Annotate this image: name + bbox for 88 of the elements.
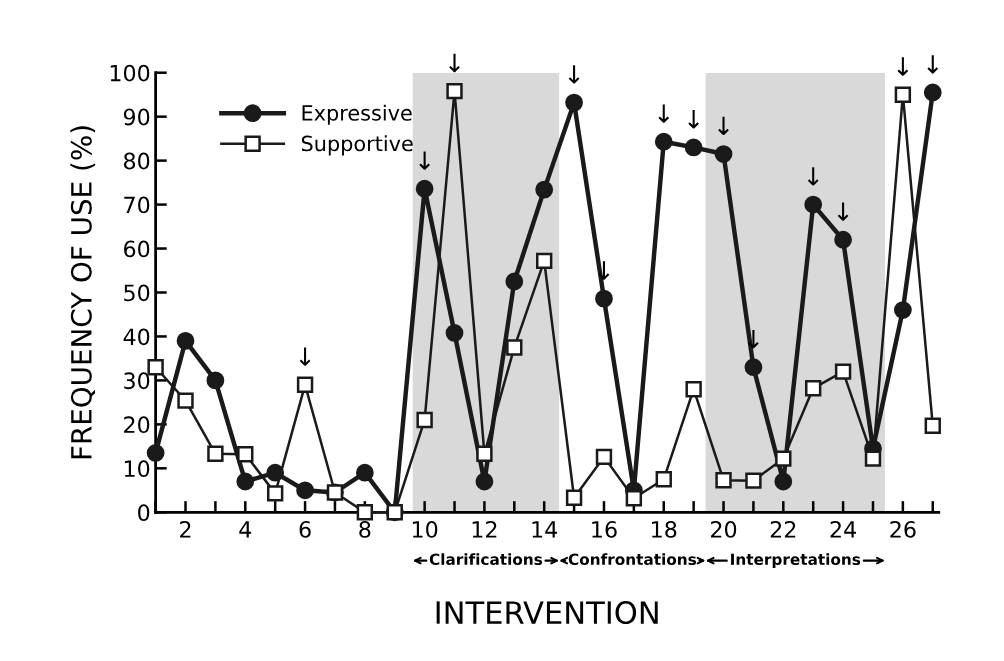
band-label: Clarifications: [429, 553, 543, 566]
point: [266, 485, 284, 502]
point: [804, 195, 823, 214]
point: [445, 324, 464, 342]
point: [744, 358, 763, 377]
x-tick-label: 22: [770, 521, 796, 538]
point: [476, 445, 493, 463]
point: [446, 82, 463, 100]
point: [834, 363, 852, 380]
x-tick-label: 26: [890, 521, 916, 538]
point: [654, 132, 673, 151]
x-tick-label: 2: [180, 521, 191, 538]
point: [506, 339, 523, 356]
annotation: ↓: [718, 116, 729, 136]
point: [864, 450, 882, 467]
x-tick-label: 10: [412, 521, 438, 538]
point: [595, 448, 613, 466]
x-tick-label: 6: [299, 521, 311, 538]
point: [207, 445, 224, 463]
annotation: ↓: [688, 110, 699, 129]
y-tick-label: 80: [123, 152, 150, 170]
point: [356, 504, 374, 521]
point: [774, 472, 793, 491]
point: [655, 471, 672, 488]
y-tick-label: 90: [123, 108, 150, 126]
point: [355, 463, 374, 482]
point: [415, 179, 434, 198]
x-tick-label: 20: [711, 521, 737, 538]
point: [834, 230, 852, 249]
y-tick-label: 60: [124, 240, 150, 258]
point: [745, 472, 762, 489]
legend-label: Supportive: [301, 135, 413, 156]
y-tick-label: 50: [124, 284, 150, 302]
point: [625, 490, 643, 507]
point: [505, 272, 524, 291]
point: [296, 376, 314, 393]
point: [923, 83, 942, 102]
point: [685, 381, 702, 398]
point: [893, 301, 912, 319]
point: [805, 380, 822, 397]
point: [176, 331, 195, 350]
x-tick-label: 16: [592, 521, 617, 538]
y-tick-label: 0: [138, 504, 150, 522]
point: [894, 86, 912, 103]
point: [206, 371, 225, 390]
legend-label: Expressive: [302, 104, 412, 125]
y-tick-label: 100: [110, 64, 150, 82]
point: [236, 472, 255, 491]
y-tick-label: 40: [123, 328, 150, 346]
x-tick-label: 24: [830, 521, 856, 538]
annotation: ↓: [897, 57, 909, 76]
annotation: ↓: [568, 65, 580, 84]
point: [296, 481, 314, 500]
point: [715, 471, 732, 489]
annotation: ↓: [299, 347, 311, 366]
x-tick-label: 4: [239, 521, 252, 538]
x-axis-title: INTERVENTION: [436, 600, 658, 625]
x-tick-label: 12: [472, 521, 497, 538]
annotation: ↓: [419, 151, 430, 170]
x-tick-label: 14: [532, 521, 558, 538]
y-tick-label: 20: [124, 416, 150, 434]
x-tick-label: 18: [652, 521, 677, 538]
point: [684, 138, 703, 157]
point: [714, 145, 733, 163]
annotation: ↓: [449, 53, 460, 73]
annotation: ↓: [658, 104, 670, 123]
point: [475, 472, 494, 491]
point: [565, 93, 583, 112]
point: [565, 489, 583, 506]
annotation: ↓: [837, 202, 849, 221]
point: [775, 450, 792, 467]
y-tick-label: 70: [124, 196, 150, 214]
point: [237, 446, 254, 463]
point: [536, 252, 553, 270]
point: [595, 289, 613, 308]
text: Confrontations: [568, 553, 697, 566]
point: [416, 411, 433, 429]
y-tick-label: 10: [124, 460, 150, 478]
y-tick-label: 30: [124, 372, 150, 390]
annotation: ↓: [807, 167, 819, 186]
point: [146, 444, 165, 462]
band-label: Interpretations: [731, 553, 861, 569]
y-axis-title: FREQUENCY OF USE (%): [70, 126, 96, 459]
x-tick-label: 8: [359, 521, 371, 538]
point: [924, 417, 941, 434]
point: [177, 392, 194, 409]
annotation: ↓: [927, 55, 939, 74]
point: [535, 180, 554, 199]
